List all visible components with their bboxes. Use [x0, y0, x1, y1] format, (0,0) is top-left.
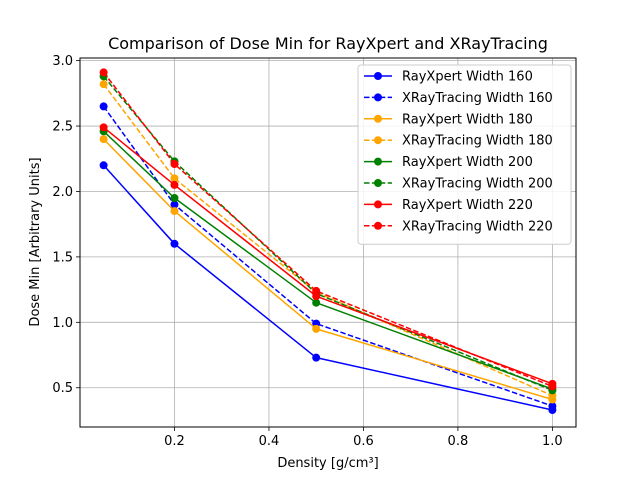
series-layer [99, 68, 557, 414]
legend-label: XRayTracing Width 180 [402, 134, 553, 149]
x-tick-label: 0.4 [259, 434, 280, 449]
data-point [170, 174, 179, 183]
series-8 [99, 68, 557, 391]
legend-item: XRayTracing Width 180 [364, 134, 553, 149]
data-point [170, 159, 179, 168]
series-line [103, 164, 553, 411]
legend-item: RayXpert Width 220 [364, 198, 533, 213]
data-point [312, 324, 321, 333]
legend-marker [374, 221, 382, 230]
legend-label: RayXpert Width 160 [402, 70, 533, 85]
series-line [103, 138, 553, 401]
data-point [548, 402, 557, 411]
data-point [99, 123, 108, 132]
data-point [312, 353, 321, 362]
legend-item: RayXpert Width 160 [364, 70, 533, 85]
series-4 [99, 80, 557, 400]
series-3 [99, 135, 557, 404]
x-tick-label: 0.6 [353, 434, 374, 449]
legend-box [357, 64, 572, 245]
legend-item: XRayTracing Width 220 [364, 219, 553, 234]
legend-label: XRayTracing Width 200 [402, 177, 553, 192]
legend-label: RayXpert Width 220 [402, 198, 533, 213]
data-point [312, 286, 321, 295]
legend-marker [374, 157, 382, 166]
data-point [99, 161, 108, 170]
data-point [99, 68, 108, 77]
legend-marker [374, 136, 382, 145]
series-line [103, 126, 553, 385]
x-tick-label: 0.2 [164, 434, 185, 449]
legend-marker [374, 114, 382, 123]
legend-item: RayXpert Width 180 [364, 112, 533, 127]
data-point [170, 239, 179, 248]
data-point [170, 207, 179, 216]
legend-label: RayXpert Width 200 [402, 155, 533, 170]
legend-marker [374, 179, 382, 187]
data-point [170, 180, 179, 189]
legend-marker [374, 93, 382, 102]
legend-item: XRayTracing Width 160 [364, 91, 553, 106]
legend-label: XRayTracing Width 220 [402, 219, 553, 234]
x-axis-label: Density [g/cm³] [277, 456, 378, 471]
series-line [103, 130, 553, 390]
y-tick-label: 1.0 [52, 316, 73, 331]
data-point [99, 135, 108, 144]
legend-marker [374, 72, 382, 80]
y-axis-label: Dose Min [Arbitrary Units] [28, 157, 43, 326]
legend-label: RayXpert Width 180 [402, 112, 533, 127]
y-tick-label: 3.0 [52, 54, 73, 69]
data-point [99, 80, 108, 89]
series-line [103, 83, 553, 397]
legend-label: XRayTracing Width 160 [402, 91, 553, 106]
y-tick-label: 1.5 [52, 250, 73, 265]
data-point [312, 298, 321, 307]
data-point [170, 200, 179, 209]
legend-item: XRayTracing Width 200 [364, 177, 553, 192]
series-line [103, 71, 553, 388]
x-tick-label: 1.0 [542, 434, 563, 449]
plot-frame [79, 57, 577, 428]
y-tick-label: 2.5 [52, 120, 73, 135]
legend: RayXpert Width 160 XRayTracing Width 160 R… [357, 64, 572, 245]
y-axis: 0.5 1.0 1.5 2.0 2.5 3.0 [52, 54, 80, 396]
y-tick-label: 0.5 [52, 381, 73, 396]
chart-title: Comparison of Dose Min for RayXpert and … [108, 34, 548, 53]
x-axis: 0.2 0.4 0.6 0.8 1.0 [164, 427, 563, 449]
y-tick-label: 2.0 [52, 185, 73, 200]
x-tick-label: 0.8 [448, 434, 469, 449]
data-point [548, 382, 557, 391]
legend-item: RayXpert Width 200 [364, 155, 533, 170]
data-point [170, 194, 179, 203]
legend-marker [374, 200, 382, 209]
data-point [99, 102, 108, 111]
